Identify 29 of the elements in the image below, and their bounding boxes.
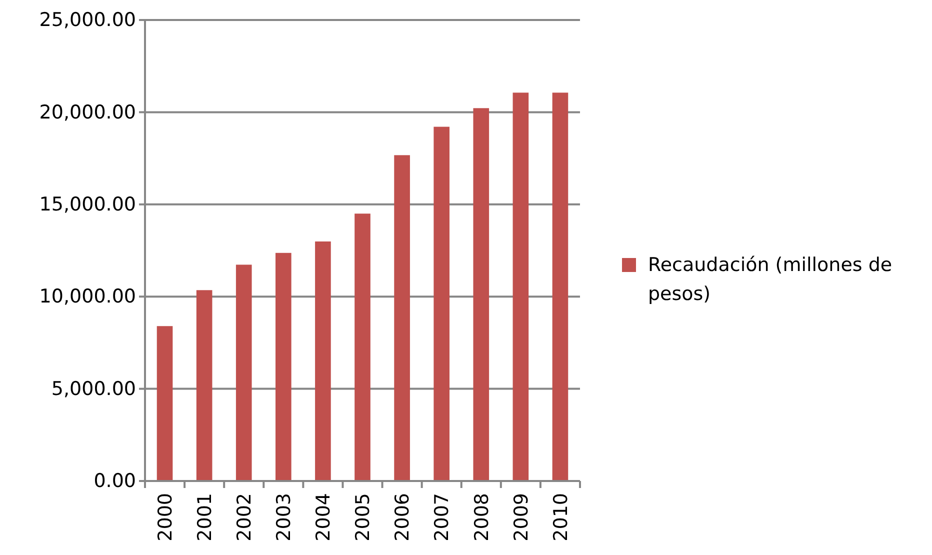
x-tick-label: 2004 xyxy=(312,493,335,542)
bar xyxy=(276,252,292,481)
x-tick-label: 2005 xyxy=(352,493,374,542)
x-tick-label: 2006 xyxy=(392,493,414,542)
x-tick-label: 2000 xyxy=(154,493,176,542)
y-tick-label: 25,000.00 xyxy=(39,9,136,32)
x-tick-label: 2008 xyxy=(470,493,493,542)
bar xyxy=(394,155,410,481)
bar xyxy=(315,241,331,481)
y-tick-label: 20,000.00 xyxy=(39,101,136,124)
bar xyxy=(434,126,450,481)
bar xyxy=(512,92,529,481)
x-tick-label: 2007 xyxy=(431,493,454,542)
y-tick-label: 5,000.00 xyxy=(51,378,136,400)
x-tick-label: 2010 xyxy=(550,493,572,542)
x-tick-label: 2003 xyxy=(273,493,296,542)
x-tick-label: 2001 xyxy=(194,493,216,542)
y-tick-label: 15,000.00 xyxy=(39,193,136,216)
x-tick-label: 2002 xyxy=(234,493,256,542)
bar xyxy=(473,108,490,481)
y-tick-label: 0.00 xyxy=(94,470,136,492)
y-tick-label: 10,000.00 xyxy=(39,286,136,308)
x-tick-label: 2009 xyxy=(510,493,532,542)
bar xyxy=(196,290,212,481)
bar xyxy=(236,264,252,481)
bar xyxy=(552,92,568,481)
bar xyxy=(354,214,370,481)
bar xyxy=(156,326,173,481)
legend-label: Recaudación (millones de pesos) xyxy=(648,254,892,305)
